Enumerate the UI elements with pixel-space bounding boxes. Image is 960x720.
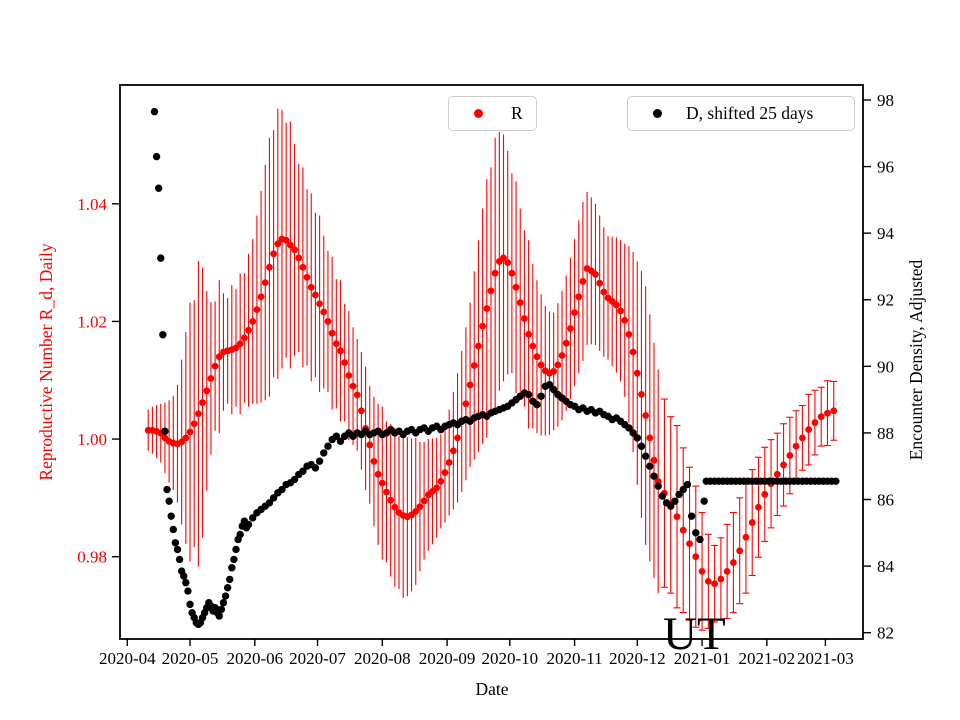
svg-text:86: 86 [877, 491, 894, 510]
left-axis-label: Reproductive Number R_d, Daily [36, 243, 56, 481]
svg-text:2021-01: 2021-01 [674, 649, 731, 668]
svg-text:0.98: 0.98 [77, 548, 107, 567]
legend-r: R [448, 96, 537, 131]
ut-annotation: UT [663, 608, 726, 660]
svg-text:98: 98 [877, 91, 894, 110]
svg-text:2020-06: 2020-06 [226, 649, 283, 668]
svg-text:2020-08: 2020-08 [354, 649, 411, 668]
series-D-shifted-25-days [150, 107, 840, 629]
svg-text:1.02: 1.02 [77, 312, 107, 331]
svg-text:88: 88 [877, 424, 894, 443]
legend-r-label: R [511, 103, 523, 123]
svg-text:94: 94 [877, 224, 895, 243]
left-axis-ticks: 0.98 1.00 1.02 1.04 [77, 195, 120, 567]
svg-text:2020-09: 2020-09 [419, 649, 476, 668]
legend-d-marker-icon [653, 109, 662, 118]
svg-text:2021-02: 2021-02 [739, 649, 796, 668]
right-axis-ticks: 82 84 86 88 90 92 94 96 98 [863, 91, 895, 643]
x-axis-label: Date [475, 679, 509, 699]
legend-r-marker-icon [474, 109, 483, 118]
legend-d-label: D, shifted 25 days [686, 103, 814, 123]
svg-text:96: 96 [877, 158, 894, 177]
plot-border [119, 84, 864, 640]
svg-text:2021-03: 2021-03 [797, 649, 854, 668]
svg-text:2020-10: 2020-10 [481, 649, 538, 668]
svg-text:1.04: 1.04 [77, 195, 107, 214]
right-axis-label: Encounter Density, Adjusted [906, 259, 926, 461]
series-R [144, 108, 838, 631]
svg-text:1.00: 1.00 [77, 430, 107, 449]
svg-text:2020-07: 2020-07 [289, 649, 346, 668]
svg-text:2020-11: 2020-11 [547, 649, 603, 668]
legend-d: D, shifted 25 days [627, 96, 855, 131]
svg-text:2020-12: 2020-12 [609, 649, 666, 668]
svg-text:2020-04: 2020-04 [99, 649, 156, 668]
svg-text:82: 82 [877, 624, 894, 643]
svg-text:84: 84 [877, 557, 895, 576]
svg-text:2020-05: 2020-05 [162, 649, 219, 668]
svg-text:92: 92 [877, 291, 894, 310]
x-axis-ticks: 2020-04 2020-05 2020-06 2020-07 2020-08 2020-… [99, 639, 854, 668]
svg-text:90: 90 [877, 357, 894, 376]
